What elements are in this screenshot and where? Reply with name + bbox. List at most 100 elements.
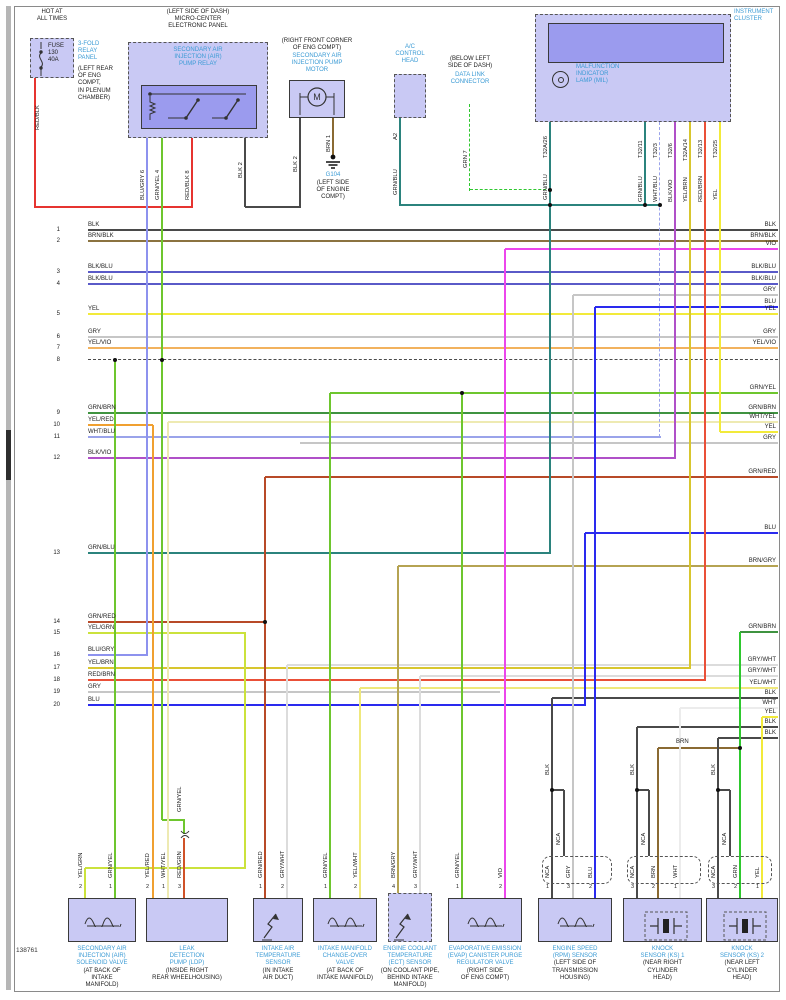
wire-label: YEL — [713, 189, 719, 200]
wire-color-label-left: GRN/RED — [88, 613, 116, 620]
wire-label: BRN 1 — [326, 134, 332, 152]
wire-h — [88, 552, 551, 554]
wire-h — [88, 704, 586, 706]
wire-v — [704, 122, 706, 680]
wire-h — [88, 313, 778, 315]
shield-ground — [708, 856, 772, 884]
pin-number: 2 — [280, 884, 284, 890]
wire-color-label-right: BLK — [764, 718, 776, 725]
wire-color-label-right: GRY/WHT — [747, 656, 776, 663]
junction-dot — [112, 357, 118, 363]
wire-h — [637, 789, 649, 791]
wire-label: BLK — [711, 764, 717, 775]
relay-contacts-icon — [148, 92, 246, 120]
wire-color-label-right: YEL — [764, 708, 776, 715]
pin-number: 2 — [733, 884, 737, 890]
row-number: 5 — [56, 310, 60, 317]
wire-color-label-right: BLU — [764, 524, 776, 531]
wire-v — [504, 249, 506, 898]
wire-h — [88, 347, 778, 349]
wire-label: T32/6 — [668, 143, 674, 158]
wire-label: GRN/YEL — [323, 852, 329, 878]
wire-color-label-right: YEL — [764, 423, 776, 430]
wire-h — [573, 294, 778, 296]
component-box-ect-sensor — [388, 893, 432, 942]
pump-motor-header: (RIGHT FRONT CORNER OF ENG COMPT) — [281, 38, 353, 52]
component-location-knock-sensor-1: (NEAR RIGHT CYLINDER HEAD) — [643, 960, 682, 981]
wire-h — [245, 206, 301, 208]
wire-label: YEL/GRN — [78, 852, 84, 878]
wire-v — [329, 393, 331, 898]
pin-number: 1 — [545, 884, 549, 890]
wire-v — [648, 790, 650, 856]
pin-number: 1 — [323, 884, 327, 890]
wire-label: T32A/26 — [543, 136, 549, 158]
component-name-manifold-changeover-valve: INTAKE MANIFOLD CHANGE-OVER VALVE — [318, 946, 372, 967]
junction-dot — [459, 390, 465, 396]
wire-v — [84, 868, 86, 898]
wire-v — [657, 748, 659, 898]
component-location-knock-sensor-2: (NEAR LEFT CYLINDER HEAD) — [724, 960, 760, 981]
shield-ground — [627, 856, 701, 884]
row-number: 1 — [56, 226, 60, 233]
wire-h — [287, 664, 778, 666]
wire-label: GRN/YEL — [455, 852, 461, 878]
row-number: 3 — [56, 268, 60, 275]
wire-v — [183, 820, 185, 834]
row-number: 11 — [53, 433, 60, 440]
pin-number: 1 — [258, 884, 262, 890]
component-box-leak-detection-pump — [146, 898, 228, 942]
shield-ground — [542, 856, 612, 884]
row-number: 9 — [56, 409, 60, 416]
wire-color-label-right: WHT — [762, 699, 776, 706]
pin-number: 2 — [353, 884, 357, 890]
wire-color-label-right: WHT/YEL — [749, 413, 776, 420]
wire-color-label-left: GRN/BLU — [88, 544, 115, 551]
wire-color-label-left: WHT/BLU — [88, 428, 115, 435]
wire-color-label-right: GRY — [763, 434, 776, 441]
wire-label: YEL — [755, 867, 761, 878]
pin-number: 2 — [498, 884, 502, 890]
wire-v — [461, 393, 463, 898]
pin-number: 3 — [630, 884, 634, 890]
wire-h — [88, 457, 676, 459]
wire-h — [637, 726, 778, 728]
wire-h — [400, 204, 661, 206]
wire-label: RED/BLK 8 — [185, 170, 191, 200]
wire-label: GRN/BLU — [638, 176, 644, 202]
ac-control-head-name: A/C CONTROL HEAD — [395, 44, 425, 65]
inline-connector-icon — [180, 830, 190, 839]
pin-number: 1 — [673, 884, 677, 890]
wire-color-label-right: GRY/WHT — [747, 667, 776, 674]
wire-v — [636, 727, 638, 898]
scrollbar-thumb[interactable] — [6, 430, 11, 480]
wire-label: NCA — [722, 832, 728, 845]
component-box-rpm-sensor — [538, 898, 612, 942]
wire-color-label-left: BLK — [88, 221, 100, 228]
pump-motor-name: SECONDARY AIR INJECTION PUMP MOTOR — [291, 53, 343, 74]
wire-color-label-left: BLK/VIO — [88, 449, 112, 456]
wire-v — [244, 138, 246, 207]
wire-label: BLK/VIO — [668, 179, 674, 202]
hot-at-all-times-label: HOT AT ALL TIMES — [36, 9, 68, 23]
wire-label: T32/25 — [713, 139, 719, 158]
air-pump-relay-name: SECONDARY AIR INJECTION (AIR) PUMP RELAY — [173, 47, 223, 68]
coil-symbol-icon — [326, 911, 366, 927]
wire-label: GRY/WHT — [413, 850, 419, 878]
wire-label: WHT/BLU — [653, 175, 659, 202]
wire-h — [88, 691, 500, 693]
wire-h — [762, 716, 778, 718]
wire-h — [330, 392, 778, 394]
wire-color-label-right: GRN/BRN — [748, 404, 776, 411]
wire-h — [88, 283, 778, 285]
mil-lamp-icon — [552, 71, 569, 88]
wire-v — [572, 295, 574, 898]
wire-v — [674, 122, 676, 458]
wire-label: BLK — [545, 764, 551, 775]
wire-color-label-right: BLK — [764, 729, 776, 736]
component-location-leak-detection-pump: (INSIDE RIGHT REAR WHEELHOUSING) — [152, 967, 222, 981]
wire-label: NCA — [545, 865, 551, 878]
wire-v — [549, 122, 551, 553]
ground-location: (LEFT SIDE OF ENGINE COMPT) — [316, 180, 350, 201]
wire-v — [469, 104, 470, 191]
